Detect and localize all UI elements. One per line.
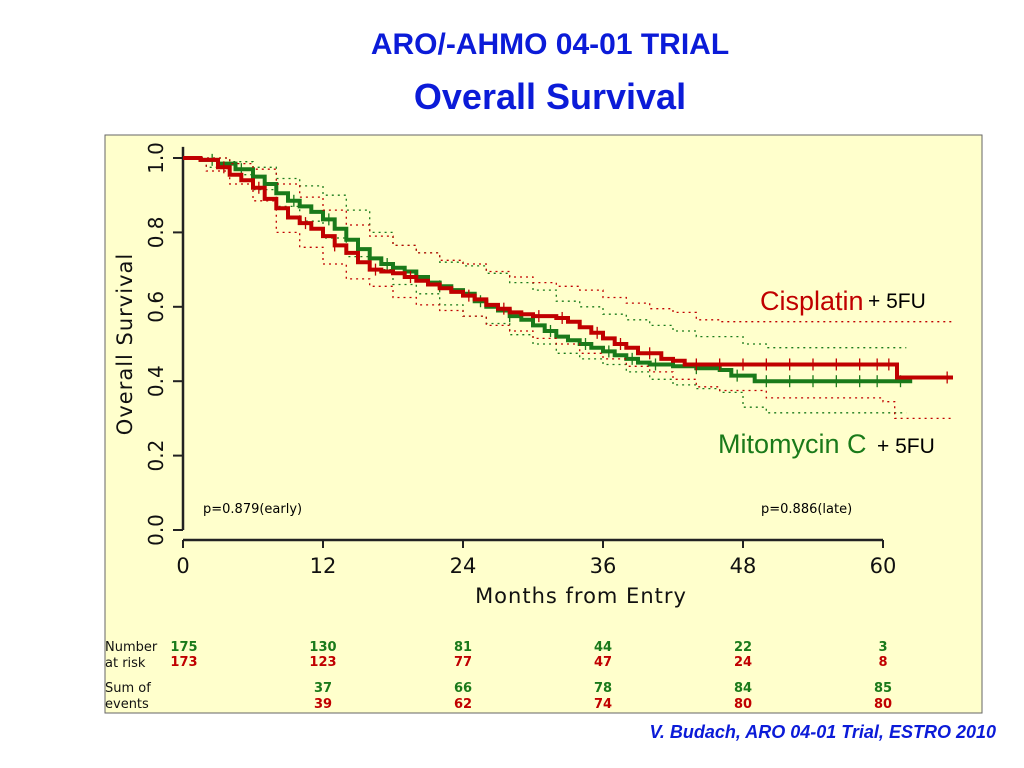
at-risk-cisplatin-value: 173 [170,655,197,670]
events-cisplatin-value: 80 [734,697,752,712]
at-risk-cisplatin-value: 24 [734,655,752,670]
at-risk-mitomycin-value: 130 [309,640,336,655]
at-risk-cisplatin-value: 77 [454,655,472,670]
legend-mitomycin-drug: Mitomycin C [718,429,867,459]
at-risk-mitomycin-value: 44 [594,640,612,655]
p-value-early: p=0.879(early) [203,502,302,517]
cisplatin-ci-upper-line [183,157,953,323]
events-cisplatin-value: 80 [874,697,892,712]
y-tick-label: 0.6 [144,291,168,323]
at-risk-mitomycin-value: 81 [454,640,472,655]
legend-cisplatin-suffix: + 5FU [868,290,926,313]
at-risk-mitomycin-value: 22 [734,640,752,655]
events-mitomycin-value: 66 [454,681,472,696]
y-tick-label: 1.0 [144,142,168,174]
p-value-late: p=0.886(late) [761,502,852,517]
events-cisplatin-value: 39 [314,697,332,712]
x-axis-label: Months from Entry [475,584,687,608]
events-mitomycin-value: 85 [874,681,892,696]
slide-title: ARO/-AHMO 04-01 TRIAL [370,28,730,61]
legend-mitomycin-suffix: + 5FU [877,435,935,458]
x-tick-label: 12 [310,554,337,578]
y-tick-label: 0.2 [144,440,168,472]
at-risk-cisplatin-value: 8 [878,655,887,670]
events-cisplatin-value: 62 [454,697,472,712]
at-risk-cisplatin-value: 123 [309,655,336,670]
risk-events-label-2: events [105,697,149,712]
cisplatin-ci-lower-line [183,157,953,420]
risk-events-label-1: Sum of [105,681,151,696]
slide-subtitle: Overall Survival [413,76,687,117]
x-tick-label: 48 [730,554,757,578]
x-tick-label: 60 [870,554,897,578]
x-tick-label: 36 [590,554,617,578]
y-tick-label: 0.0 [144,514,168,546]
risk-number-label-2: at risk [105,656,146,671]
y-axis-label: Overall Survival [113,253,137,435]
at-risk-mitomycin-value: 175 [170,640,197,655]
at-risk-cisplatin-value: 47 [594,655,612,670]
at-risk-mitomycin-value: 3 [878,640,887,655]
legend-cisplatin-drug: Cisplatin [760,286,864,316]
plot-background [104,134,983,714]
y-tick-label: 0.8 [144,216,168,248]
x-tick-label: 0 [176,554,189,578]
risk-number-label-1: Number [105,640,158,655]
events-mitomycin-value: 78 [594,681,612,696]
events-cisplatin-value: 74 [594,697,612,712]
citation: V. Budach, ARO 04-01 Trial, ESTRO 2010 [649,722,996,742]
events-mitomycin-value: 84 [734,681,752,696]
events-mitomycin-value: 37 [314,681,332,696]
cisplatin-survival-line [183,156,953,380]
x-tick-label: 24 [450,554,477,578]
y-tick-label: 0.4 [144,365,168,397]
